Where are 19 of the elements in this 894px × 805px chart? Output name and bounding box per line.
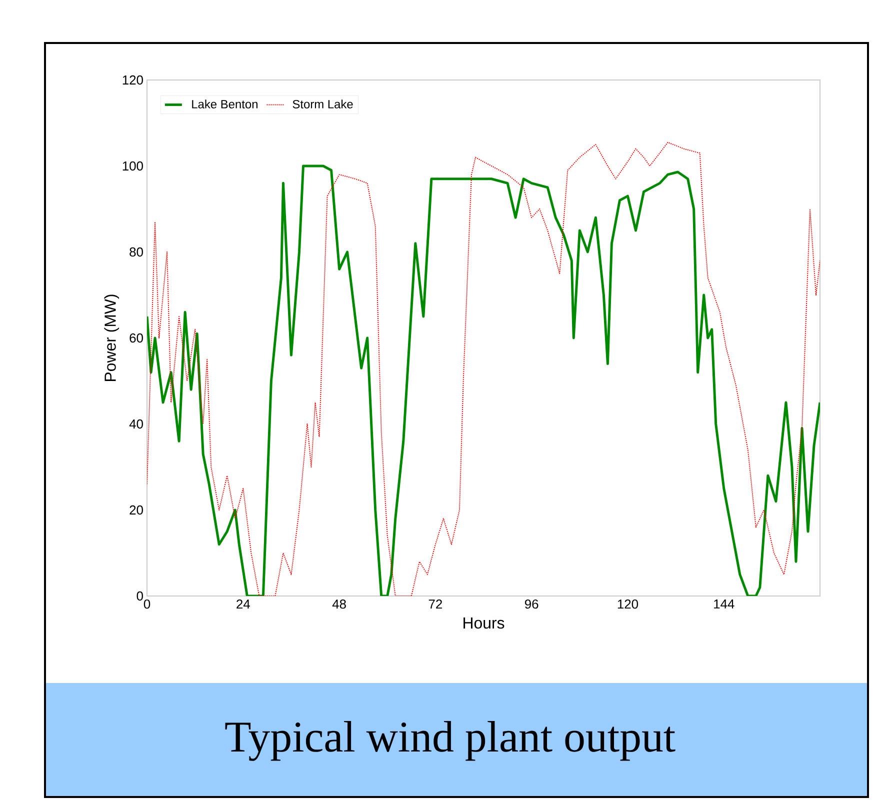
y-tick-label: 80 xyxy=(130,247,143,257)
y-axis-title: Power (MW) xyxy=(104,294,120,381)
x-axis-title: Hours xyxy=(464,618,504,629)
y-tick-label: 100 xyxy=(122,161,143,171)
x-tick-label: 144 xyxy=(714,600,734,608)
x-tick-label: 120 xyxy=(618,600,638,609)
x-tick-label: 24 xyxy=(236,600,250,609)
x-tick-label: 96 xyxy=(524,600,538,609)
text: Typical wind plant output xyxy=(225,721,676,761)
legend-label: Lake Benton xyxy=(192,100,258,108)
x-tick-label: 48 xyxy=(332,600,346,609)
y-tick-label: 0 xyxy=(136,591,143,601)
y-tick-label: 40 xyxy=(129,419,143,429)
y-tick-label: 120 xyxy=(122,75,143,85)
y-tick-label: 20 xyxy=(130,505,143,515)
legend-label: Storm Lake xyxy=(292,100,353,108)
y-tick-label: 60 xyxy=(130,333,143,343)
x-tick-label: 0 xyxy=(144,600,150,609)
x-tick-label: 72 xyxy=(428,600,442,609)
